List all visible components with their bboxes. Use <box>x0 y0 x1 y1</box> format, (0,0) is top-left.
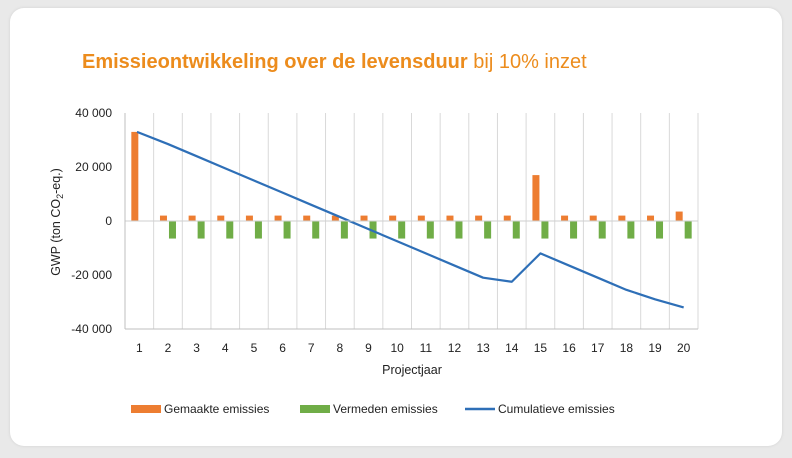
x-tick-label: 8 <box>337 341 344 355</box>
bar-gemaakt <box>417 215 425 221</box>
x-tick-label: 3 <box>193 341 200 355</box>
legend-label: Gemaakte emissies <box>164 402 269 416</box>
chart-title-bold: Emissieontwikkeling over de levensduur <box>82 51 468 73</box>
bar-gemaakt <box>331 215 339 221</box>
x-tick-label: 18 <box>620 341 634 355</box>
y-tick-label: -20 000 <box>71 268 112 282</box>
bar-gemaakt <box>188 215 196 221</box>
y-tick-label: 20 000 <box>75 160 112 174</box>
bar-vermeden <box>541 221 549 239</box>
bar-vermeden <box>369 221 377 239</box>
x-tick-label: 11 <box>420 341 433 355</box>
bar-vermeden <box>168 221 176 239</box>
bar-gemaakt <box>360 215 368 221</box>
bar-gemaakt <box>647 215 655 221</box>
bar-gemaakt <box>131 131 139 221</box>
x-tick-label: 13 <box>476 341 490 355</box>
x-tick-label: 9 <box>365 341 372 355</box>
x-tick-label: 5 <box>251 341 258 355</box>
bar-gemaakt <box>274 215 282 221</box>
bar-vermeden <box>226 221 234 239</box>
bar-vermeden <box>254 221 262 239</box>
x-tick-label: 4 <box>222 341 229 355</box>
line-cumulatief <box>136 130 684 309</box>
bar-gemaakt <box>503 215 511 221</box>
x-tick-label: 16 <box>562 341 576 355</box>
bar-gemaakt <box>303 215 311 221</box>
bar-vermeden <box>398 221 406 239</box>
legend-label: Cumulatieve emissies <box>498 402 615 416</box>
x-tick-label: 15 <box>534 341 548 355</box>
y-axis-label-main: GWP (ton CO <box>49 199 63 276</box>
bar-vermeden <box>197 221 205 239</box>
chart-title-light: bij 10% inzet <box>473 51 587 73</box>
bar-vermeden <box>283 221 291 239</box>
y-axis-label-sub: 2 <box>55 194 65 199</box>
y-tick-label: 40 000 <box>75 106 112 120</box>
bar-gemaakt <box>618 215 626 221</box>
bar-vermeden <box>340 221 348 239</box>
x-tick-labels: 1 2 3 4 5 6 7 8 9 10 11 12 13 14 15 16 17 18 19 20 <box>136 341 691 355</box>
bar-vermeden <box>627 221 635 239</box>
x-tick-label: 20 <box>677 341 691 355</box>
bar-vermeden <box>512 221 520 239</box>
x-tick-label: 7 <box>308 341 315 355</box>
bar-vermeden <box>426 221 434 239</box>
x-axis-label: Projectjaar <box>382 363 442 377</box>
bar-vermeden <box>684 221 692 239</box>
bar-vermeden <box>570 221 578 239</box>
bar-gemaakt <box>217 215 225 221</box>
legend-swatch <box>131 405 161 413</box>
bar-gemaakt <box>675 211 683 221</box>
chart-title: Emissieontwikkeling over de levensduur b… <box>82 51 587 74</box>
legend-swatch <box>300 405 330 413</box>
bar-gemaakt <box>532 175 540 221</box>
legend: Gemaakte emissies Vermeden emissies Cumula… <box>131 402 615 416</box>
chart-card: Emissieontwikkeling over de levensduur b… <box>10 8 782 446</box>
y-tick-label: -40 000 <box>71 322 112 336</box>
x-tick-label: 10 <box>390 341 404 355</box>
bars <box>131 131 692 239</box>
x-tick-label: 6 <box>279 341 286 355</box>
bar-gemaakt <box>589 215 597 221</box>
x-tick-label: 1 <box>136 341 143 355</box>
bar-vermeden <box>656 221 664 239</box>
legend-label: Vermeden emissies <box>333 402 438 416</box>
bar-gemaakt <box>446 215 454 221</box>
bar-gemaakt <box>389 215 397 221</box>
x-tick-label: 14 <box>505 341 519 355</box>
y-axis-label-tail: -eq.) <box>49 168 63 194</box>
bar-gemaakt <box>245 215 253 221</box>
bar-gemaakt <box>475 215 483 221</box>
bar-gemaakt <box>159 215 167 221</box>
bar-vermeden <box>598 221 606 239</box>
bar-vermeden <box>455 221 463 239</box>
x-tick-label: 12 <box>448 341 462 355</box>
bar-vermeden <box>484 221 492 239</box>
axes <box>124 113 698 330</box>
x-tick-label: 19 <box>648 341 662 355</box>
x-tick-label: 17 <box>591 341 605 355</box>
bar-vermeden <box>312 221 320 239</box>
y-tick-label: 0 <box>105 214 112 228</box>
bar-gemaakt <box>561 215 569 221</box>
y-tick-labels: 40 000 20 000 0 -20 000 -40 000 <box>71 106 112 336</box>
cumulative-line <box>136 130 684 309</box>
x-tick-label: 2 <box>165 341 172 355</box>
y-axis-label: GWP (ton CO2-eq.) <box>49 168 65 276</box>
